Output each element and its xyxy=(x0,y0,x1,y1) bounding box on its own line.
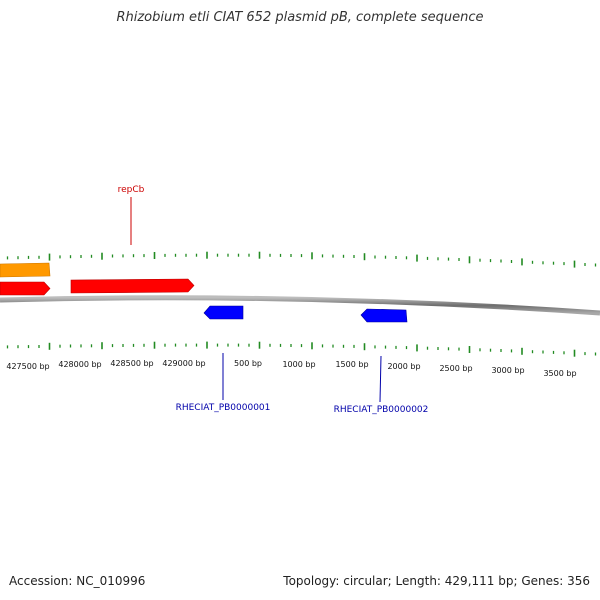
gene-arrow-repCb[interactable] xyxy=(70,278,195,294)
gene-arrow-red-1[interactable] xyxy=(0,281,51,296)
tick-label: 2500 bp xyxy=(439,364,472,373)
gene-label-repCb: repCb xyxy=(118,185,145,195)
tick-label: 428500 bp xyxy=(110,359,153,368)
gene-arrow-orange[interactable] xyxy=(0,262,51,278)
plasmid-backbone xyxy=(0,295,600,316)
tick-label: 3500 bp xyxy=(543,369,576,378)
tick-label: 1000 bp xyxy=(282,360,315,369)
tick-label: 428000 bp xyxy=(58,360,101,369)
topology-summary-text: Topology: circular; Length: 429,111 bp; … xyxy=(283,574,590,588)
tick-label: 427500 bp xyxy=(6,362,49,371)
tick-marks-reverse xyxy=(6,341,597,357)
tick-label: 3000 bp xyxy=(491,366,524,375)
tick-label: 1500 bp xyxy=(335,360,368,369)
gene-label-rheciat-pb0000002: RHECIAT_PB0000002 xyxy=(334,405,429,415)
map-title: Rhizobium etli CIAT 652 plasmid pB, comp… xyxy=(116,10,484,25)
tick-label: 429000 bp xyxy=(162,359,205,368)
gene-arrow-rheciat-pb0000001[interactable] xyxy=(203,305,244,320)
gene-arrow-rheciat-pb0000002[interactable] xyxy=(360,308,408,323)
tick-label: 500 bp xyxy=(234,359,262,368)
tick-label: 2000 bp xyxy=(387,362,420,371)
accession-text: Accession: NC_010996 xyxy=(9,574,146,588)
rheciat-pb0000002-leader-line xyxy=(379,355,382,403)
tick-marks-forward xyxy=(6,251,597,268)
gene-label-rheciat-pb0000001: RHECIAT_PB0000001 xyxy=(176,403,271,413)
